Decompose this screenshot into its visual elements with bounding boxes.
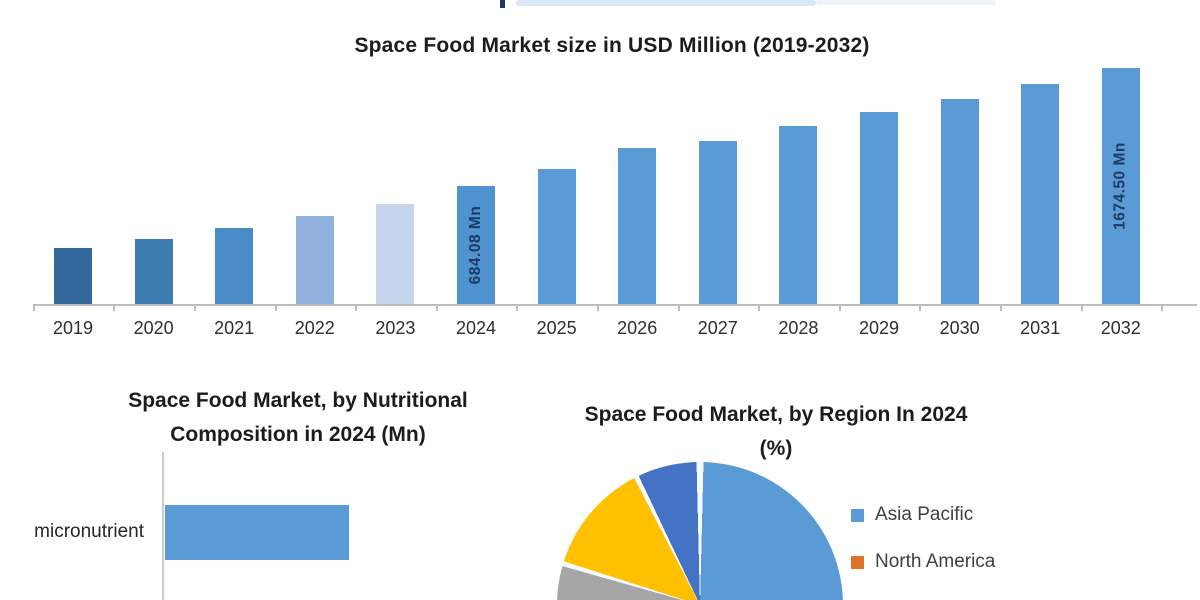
axis-tick bbox=[677, 305, 680, 311]
legend-label-north-america: North America bbox=[875, 551, 996, 572]
axis-tick bbox=[1161, 305, 1164, 311]
bar-2026 bbox=[618, 147, 657, 304]
axis-tick bbox=[1080, 305, 1083, 311]
bar-2029 bbox=[860, 111, 898, 304]
micronutrient-bar bbox=[165, 505, 349, 560]
nutrition-chart-title-line2: Composition in 2024 (Mn) bbox=[170, 423, 426, 446]
axis-tick bbox=[355, 305, 358, 311]
axis-tick bbox=[113, 305, 116, 311]
axis-tick bbox=[32, 305, 35, 311]
year-label-2024: 2024 bbox=[455, 318, 497, 338]
axis-tick bbox=[193, 305, 196, 311]
legend-item-asia-pacific: Asia Pacific bbox=[851, 504, 973, 526]
legend-item-north-america: North America bbox=[851, 551, 995, 573]
year-label-2019: 2019 bbox=[52, 318, 94, 338]
bar-2021 bbox=[215, 227, 254, 304]
bar-2023 bbox=[376, 203, 415, 304]
category-label-micronutrient: micronutrient bbox=[34, 521, 144, 542]
year-label-2028: 2028 bbox=[778, 318, 819, 338]
bar-2025 bbox=[537, 168, 576, 304]
legend-label-asia-pacific: Asia Pacific bbox=[875, 504, 974, 525]
x-axis-line bbox=[33, 304, 1197, 306]
axis-tick bbox=[274, 305, 277, 311]
year-label-2025: 2025 bbox=[536, 318, 577, 338]
year-label-2031: 2031 bbox=[1020, 318, 1061, 338]
year-label-2029: 2029 bbox=[858, 318, 900, 338]
clipped-title-fragment bbox=[500, 0, 505, 8]
year-label-2020: 2020 bbox=[133, 318, 174, 338]
axis-tick bbox=[516, 305, 519, 311]
legend-marker-asia-pacific bbox=[851, 508, 864, 522]
region-chart-title-line2: (%) bbox=[759, 437, 793, 460]
legend-marker-north-america bbox=[851, 555, 864, 569]
y-axis-line bbox=[162, 452, 164, 600]
axis-tick bbox=[919, 305, 922, 311]
year-label-2022: 2022 bbox=[294, 318, 335, 338]
market-size-chart-title: Space Food Market size in USD Million (2… bbox=[354, 34, 870, 57]
nutrition-chart-title-line1: Space Food Market, by Nutritional bbox=[128, 389, 468, 412]
bar-value-label-2024: 684.08 Mn bbox=[467, 205, 484, 285]
bar-2032 bbox=[1101, 68, 1140, 304]
nutrition-chart-title: Space Food Market, by Nutritional Compos… bbox=[58, 384, 538, 452]
axis-tick bbox=[838, 305, 841, 311]
region-chart-title: Space Food Market, by Region In 2024 (%) bbox=[561, 398, 991, 466]
year-label-2030: 2030 bbox=[939, 318, 980, 338]
bar-value-label-2032: 1674.50 Mn bbox=[1111, 142, 1129, 230]
clipped-title-highlight bbox=[516, 0, 816, 6]
axis-tick bbox=[999, 305, 1002, 311]
year-label-2032: 2032 bbox=[1100, 318, 1141, 338]
region-pie-chart bbox=[557, 462, 843, 600]
axis-tick bbox=[435, 305, 438, 311]
axis-tick bbox=[596, 305, 599, 311]
bar-2024 bbox=[457, 186, 495, 304]
bar-2020 bbox=[134, 238, 173, 304]
bar-2019 bbox=[54, 247, 92, 304]
axis-tick bbox=[758, 305, 761, 311]
bar-2027 bbox=[698, 140, 737, 304]
year-label-2027: 2027 bbox=[697, 318, 738, 338]
year-label-2026: 2026 bbox=[617, 318, 658, 338]
bar-2028 bbox=[779, 125, 818, 304]
year-label-2021: 2021 bbox=[214, 318, 255, 338]
clipped-title-highlight bbox=[816, 0, 996, 5]
bar-2031 bbox=[1021, 83, 1060, 304]
region-chart-title-line1: Space Food Market, by Region In 2024 bbox=[584, 403, 968, 426]
bar-2022 bbox=[295, 215, 334, 304]
year-label-2023: 2023 bbox=[375, 318, 416, 338]
bar-2030 bbox=[940, 98, 979, 304]
